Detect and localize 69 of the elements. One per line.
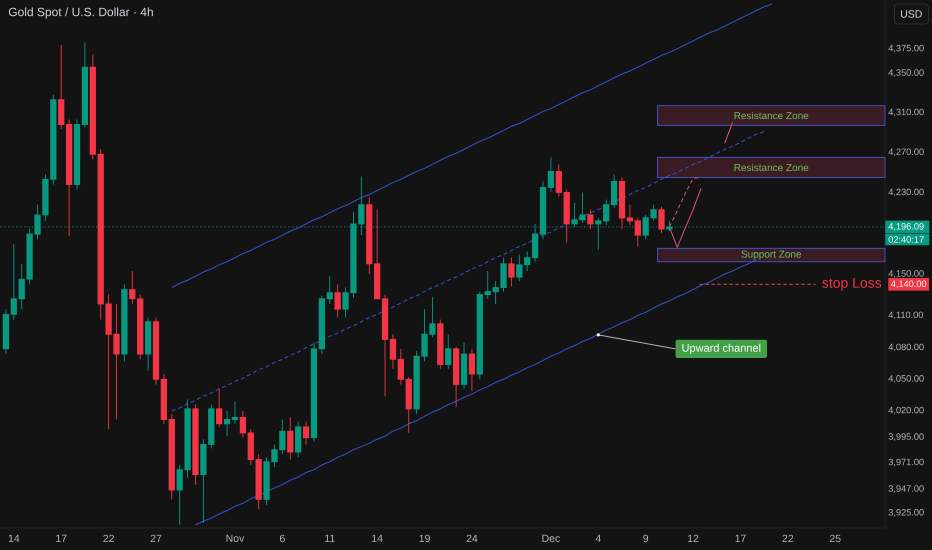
x-tick-label: 17 xyxy=(735,534,746,542)
x-tick-label: Dec xyxy=(542,534,560,542)
x-tick-label: 19 xyxy=(419,534,430,542)
candlestick xyxy=(342,287,349,318)
y-tick-label: 4,140.00 xyxy=(890,280,926,288)
candlestick xyxy=(263,456,270,506)
y-tick-label: 4,375.00 xyxy=(888,44,924,52)
candlestick xyxy=(437,319,444,370)
x-tick-label: 12 xyxy=(688,534,698,542)
candlestick xyxy=(82,42,88,128)
band-label: Resistance Zone xyxy=(734,112,808,120)
y-tick-label: 4,020.00 xyxy=(888,406,924,414)
annotation: Upward channel xyxy=(682,344,760,354)
y-tick-label: 4,150.00 xyxy=(888,270,924,278)
candlestick xyxy=(452,346,460,408)
x-tick-label: 4 xyxy=(596,534,601,542)
band-label: Support Zone xyxy=(741,250,802,260)
candlestick xyxy=(460,342,468,390)
x-tick-label: 22 xyxy=(103,534,114,542)
y-tick-label: 4,310.00 xyxy=(888,108,924,116)
x-tick-label: Nov xyxy=(226,534,244,542)
y-tick-label: 4,350.00 xyxy=(888,69,924,77)
ref-line-label: 4,196.09 xyxy=(888,223,924,231)
candlestick xyxy=(579,192,586,224)
y-axis-title: USD xyxy=(901,10,922,18)
candlestick xyxy=(74,119,80,190)
text: 02:40:17 xyxy=(888,236,924,243)
ref-line-label: stop Loss xyxy=(822,278,882,291)
candlestick xyxy=(429,296,436,338)
x-tick-label: 25 xyxy=(830,534,841,542)
x-tick-label: 11 xyxy=(325,534,335,542)
x-tick-label: 27 xyxy=(150,534,162,542)
candlestick xyxy=(216,388,222,428)
candlestick xyxy=(445,334,452,370)
x-tick-label: 24 xyxy=(466,534,478,542)
band-label: Resistance Zone xyxy=(734,164,808,172)
candlestick xyxy=(121,284,128,362)
candlestick xyxy=(224,410,230,437)
y-tick-label: 3,995.00 xyxy=(888,433,924,441)
y-tick-label: 4,080.00 xyxy=(888,344,924,352)
x-tick-label: 22 xyxy=(782,534,794,542)
candlestick xyxy=(468,348,476,392)
y-tick-label: 4,270.00 xyxy=(888,148,924,156)
candlestick xyxy=(113,304,120,420)
y-tick-label: 4,050.00 xyxy=(888,375,924,383)
candlestick xyxy=(287,416,294,460)
y-tick-label: 3,947.00 xyxy=(888,485,924,493)
y-tick-label: 3,971.00 xyxy=(888,458,924,466)
y-tick-label: 3,925.00 xyxy=(888,509,924,517)
text: Gold Spot / U.S. Dollar · 4h xyxy=(8,7,153,19)
candlestick xyxy=(144,317,152,372)
candlestick xyxy=(618,176,626,230)
candlestick xyxy=(302,421,310,445)
candlestick xyxy=(232,401,238,424)
candlestick xyxy=(548,156,554,192)
candlestick xyxy=(152,317,160,385)
candlestick xyxy=(508,257,515,287)
x-tick-label: 9 xyxy=(643,534,648,542)
x-tick-label: 14 xyxy=(372,534,383,542)
y-tick-label: 4,230.00 xyxy=(888,188,924,196)
candlestick xyxy=(295,421,302,458)
y-tick-label: 4,110.00 xyxy=(888,312,924,320)
x-tick-label: 6 xyxy=(280,534,285,542)
x-tick-label: 14 xyxy=(8,534,20,542)
candlestick xyxy=(658,206,665,234)
candlestick xyxy=(334,284,341,318)
candlestick xyxy=(587,209,594,230)
candlestick xyxy=(192,404,199,486)
x-tick-label: 17 xyxy=(56,534,67,542)
